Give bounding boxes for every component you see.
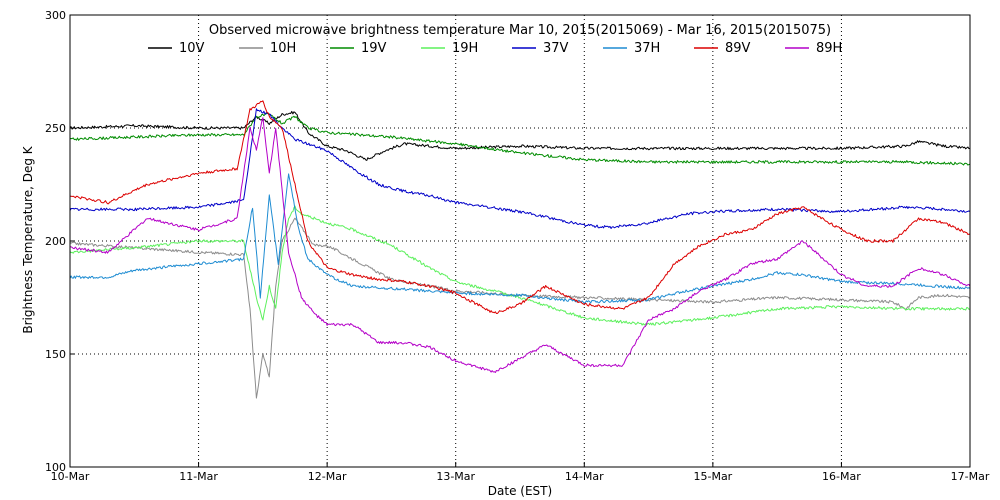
legend-label-19V: 19V bbox=[361, 41, 387, 56]
grid bbox=[70, 15, 970, 467]
series-line-37V bbox=[69, 108, 971, 229]
series-line-10V bbox=[69, 110, 971, 161]
x-tick-label: 16-Mar bbox=[822, 470, 861, 483]
x-tick-label: 17-Mar bbox=[951, 470, 990, 483]
legend-label-37H: 37H bbox=[634, 41, 660, 56]
legend-label-89H: 89H bbox=[816, 41, 842, 56]
x-tick-label: 12-Mar bbox=[308, 470, 347, 483]
legend-label-37V: 37V bbox=[543, 41, 569, 56]
y-tick-label: 150 bbox=[45, 348, 66, 361]
legend-label-19H: 19H bbox=[452, 41, 478, 56]
series-line-89V bbox=[69, 100, 971, 314]
x-tick-label: 11-Mar bbox=[179, 470, 218, 483]
series-line-89H bbox=[69, 117, 971, 373]
x-tick-label: 15-Mar bbox=[693, 470, 732, 483]
legend-label-10H: 10H bbox=[270, 41, 296, 56]
x-tick-label: 10-Mar bbox=[51, 470, 90, 483]
y-tick-label: 200 bbox=[45, 235, 66, 248]
series-line-19H bbox=[69, 205, 971, 326]
legend-label-89V: 89V bbox=[725, 41, 751, 56]
series-layer bbox=[69, 100, 971, 399]
series-line-37H bbox=[69, 173, 971, 304]
y-tick-label: 100 bbox=[45, 461, 66, 474]
ticks: 10-Mar 11-Mar 12-Mar 13-Mar 14-Mar 15-Mar 16-M… bbox=[45, 9, 990, 483]
x-axis-label: Date (EST) bbox=[488, 484, 552, 498]
x-tick-label: 14-Mar bbox=[565, 470, 604, 483]
y-axis-label: Brightness Temperature, Deg K bbox=[21, 145, 35, 333]
y-tick-label: 250 bbox=[45, 122, 66, 135]
y-tick-label: 300 bbox=[45, 9, 66, 22]
x-tick-label: 13-Mar bbox=[436, 470, 475, 483]
series-line-10H bbox=[69, 217, 971, 399]
legend-label-10V: 10V bbox=[179, 41, 205, 56]
chart-title: Observed microwave brightness temperatur… bbox=[209, 23, 831, 38]
legend: 10V 10H 19V 19H 37V 37H 89V 89H bbox=[148, 41, 842, 56]
series-line-19V bbox=[69, 113, 971, 166]
